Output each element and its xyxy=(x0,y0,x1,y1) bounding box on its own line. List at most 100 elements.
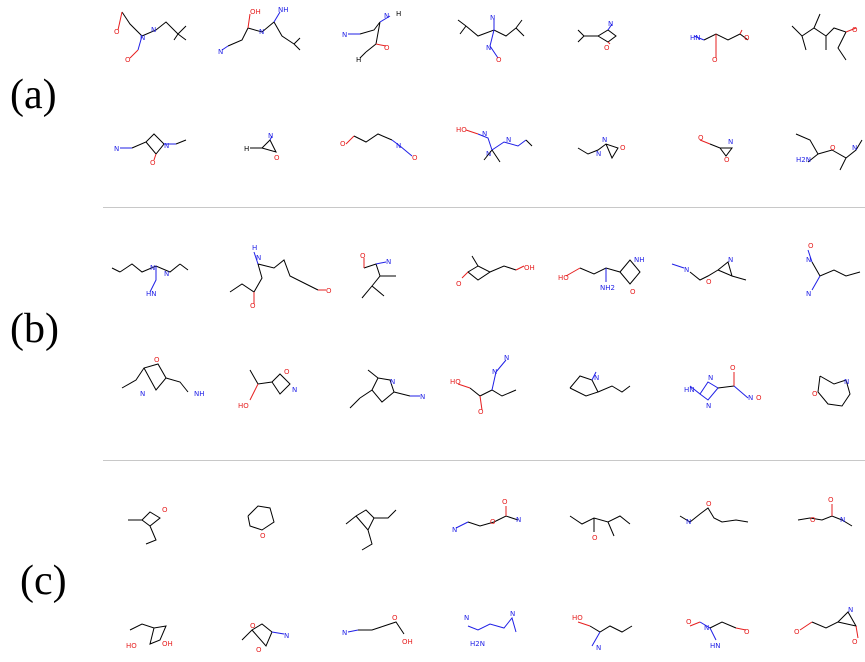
molecule-b11: HO O NN xyxy=(450,354,517,416)
svg-text:O: O xyxy=(810,516,816,524)
svg-text:HO: HO xyxy=(572,614,583,622)
svg-text:O: O xyxy=(812,390,818,398)
svg-text:N: N xyxy=(256,254,261,262)
svg-text:N: N xyxy=(140,34,145,42)
svg-text:N: N xyxy=(164,270,169,278)
svg-text:O: O xyxy=(162,506,168,514)
svg-text:N: N xyxy=(840,516,845,524)
svg-text:N: N xyxy=(504,354,509,362)
svg-text:N: N xyxy=(384,12,389,20)
svg-text:N: N xyxy=(259,28,264,36)
svg-text:N: N xyxy=(594,374,599,382)
molecule-c7: O O N xyxy=(797,496,853,527)
molecule-a12: NN O xyxy=(577,136,626,160)
svg-text:N: N xyxy=(452,526,457,534)
molecule-b5: HO NH2 NH O xyxy=(558,256,645,296)
svg-text:HO: HO xyxy=(558,274,569,282)
svg-text:OH: OH xyxy=(250,8,261,16)
svg-text:O: O xyxy=(724,156,730,164)
molecule-a7: O xyxy=(791,13,858,61)
svg-text:N: N xyxy=(114,145,119,153)
molecule-c3 xyxy=(345,509,397,551)
molecule-a6: HN O O xyxy=(690,29,750,64)
svg-text:O: O xyxy=(604,44,610,52)
svg-text:O: O xyxy=(698,134,704,142)
svg-text:N: N xyxy=(510,610,515,618)
molecule-c9: O O N xyxy=(241,622,289,654)
molecule-b3: O N xyxy=(360,252,396,299)
svg-text:NH: NH xyxy=(194,390,205,398)
svg-text:O: O xyxy=(496,56,502,64)
svg-text:HO: HO xyxy=(456,126,467,134)
molecule-b14: NO xyxy=(812,375,851,407)
svg-text:O: O xyxy=(828,496,834,504)
svg-text:N: N xyxy=(506,136,511,144)
svg-text:O: O xyxy=(154,356,160,364)
svg-text:O: O xyxy=(274,154,280,162)
svg-text:HO: HO xyxy=(126,642,137,650)
molecule-b1: N N HN xyxy=(111,263,189,298)
molecule-c12: HO N xyxy=(572,614,633,652)
molecule-c14: O N O xyxy=(794,606,859,646)
svg-text:NH: NH xyxy=(634,256,645,264)
svg-text:N: N xyxy=(844,378,849,386)
svg-text:O: O xyxy=(852,638,858,646)
svg-text:O: O xyxy=(114,28,120,36)
svg-text:O: O xyxy=(712,56,718,64)
svg-text:O: O xyxy=(412,154,418,162)
panel-label-b: (b) xyxy=(10,306,59,352)
svg-text:N: N xyxy=(516,516,521,524)
svg-text:N: N xyxy=(848,606,853,614)
molecule-a13: O N O xyxy=(698,134,733,164)
svg-text:HO: HO xyxy=(238,402,249,410)
svg-text:N: N xyxy=(602,136,607,144)
svg-text:O: O xyxy=(706,500,712,508)
molecule-a11: HO NNN xyxy=(456,126,533,163)
svg-text:O: O xyxy=(808,242,814,250)
svg-text:O: O xyxy=(284,368,290,376)
molecule-a1: NN O O xyxy=(114,11,187,64)
svg-text:O: O xyxy=(260,532,266,540)
svg-text:N: N xyxy=(342,31,347,39)
svg-text:H2N: H2N xyxy=(796,156,811,164)
svg-text:O: O xyxy=(384,44,390,52)
panel-label-a: (a) xyxy=(10,72,57,118)
svg-text:N: N xyxy=(464,614,469,622)
svg-text:H: H xyxy=(252,244,257,252)
svg-text:N: N xyxy=(806,256,811,264)
molecule-b8: O N NH xyxy=(121,356,205,398)
svg-text:N: N xyxy=(728,138,733,146)
molecule-c5: O xyxy=(569,515,631,542)
svg-text:N: N xyxy=(268,132,273,140)
svg-text:N: N xyxy=(292,386,297,394)
svg-text:N: N xyxy=(284,632,289,640)
svg-text:O: O xyxy=(340,140,346,148)
svg-text:N: N xyxy=(706,402,711,410)
svg-text:O: O xyxy=(744,34,750,42)
svg-text:O: O xyxy=(360,252,366,260)
svg-text:N: N xyxy=(852,144,857,152)
svg-text:N: N xyxy=(490,14,495,22)
svg-text:N: N xyxy=(486,44,491,52)
svg-text:N: N xyxy=(704,624,709,632)
svg-text:O: O xyxy=(150,159,156,167)
svg-text:H2N: H2N xyxy=(470,640,485,648)
molecule-b4: O OH xyxy=(456,255,535,288)
svg-text:N: N xyxy=(218,48,223,56)
svg-text:O: O xyxy=(125,56,131,64)
separator-ab xyxy=(103,207,865,208)
svg-text:O: O xyxy=(852,26,858,34)
svg-text:O: O xyxy=(756,394,762,402)
svg-text:N: N xyxy=(806,290,811,298)
svg-text:H: H xyxy=(244,145,249,153)
svg-text:OH: OH xyxy=(162,640,173,648)
molecule-a4: N NO xyxy=(457,14,525,64)
svg-text:O: O xyxy=(502,498,508,506)
svg-text:O: O xyxy=(830,144,836,152)
molecule-c11: N H2N N xyxy=(464,610,517,648)
molecule-a14: H2N O N xyxy=(795,133,863,171)
svg-text:O: O xyxy=(490,518,496,526)
